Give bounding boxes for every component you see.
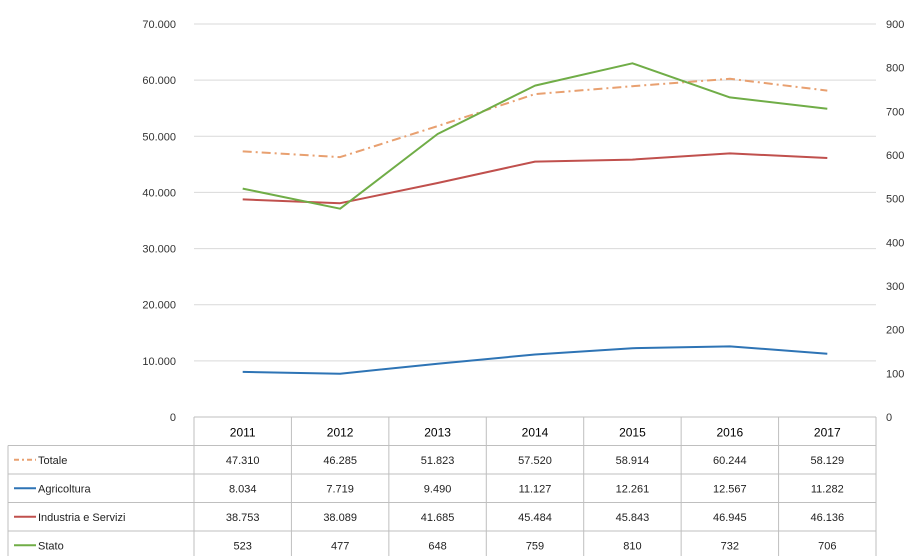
table-cell: 706: [818, 540, 836, 552]
x-tick-label: 2014: [522, 425, 549, 439]
legend-entry: Agricoltura: [38, 483, 91, 495]
y-left-tick-label: 0: [170, 412, 176, 424]
axes: 0 10.000 20.000 30.000 40.000 50.000 60.000 70.…: [142, 19, 904, 439]
table-cell: 46.945: [713, 512, 747, 524]
table-cell: 46.136: [810, 512, 844, 524]
y-left-tick-label: 60.000: [142, 75, 176, 87]
table-cell: 38.753: [226, 512, 260, 524]
legend-entry: Industria e Servizi: [38, 512, 125, 524]
table-cell: 57.520: [518, 455, 552, 467]
series-line-agricoltura: [242, 345, 828, 375]
x-tick-label: 2015: [619, 425, 646, 439]
table-cell: 759: [526, 540, 544, 552]
y-right-tick-label: 300: [886, 281, 904, 293]
series-line-industria-e-servizi: [242, 152, 828, 205]
y-right-tick-label: 600: [886, 150, 904, 162]
y-left-tick-label: 10.000: [142, 356, 176, 368]
table-cell: 9.490: [424, 483, 452, 495]
table-cell: 648: [428, 540, 446, 552]
table-cell: 11.127: [519, 483, 552, 495]
gridlines: [194, 23, 876, 418]
x-tick-label: 2013: [424, 425, 451, 439]
table-cell: 7.719: [326, 483, 354, 495]
x-tick-label: 2011: [230, 425, 256, 439]
table-cell: 8.034: [229, 483, 257, 495]
data-table: Totale 47.310 46.285 51.823 57.520 58.914 60.2…: [7, 416, 877, 556]
series-line-stato: [242, 62, 828, 210]
y-left-tick-label: 30.000: [142, 244, 176, 256]
table-cell: 47.310: [226, 455, 260, 467]
table-cell: 58.914: [616, 455, 650, 467]
series-line-totale: [242, 77, 828, 159]
y-right-tick-label: 700: [886, 106, 904, 118]
table-cell: 45.843: [616, 512, 650, 524]
table-cell: 477: [331, 540, 349, 552]
y-right-tick-label: 900: [886, 19, 904, 31]
table-cell: 51.823: [421, 455, 455, 467]
table-cell: 60.244: [713, 455, 747, 467]
y-left-tick-label: 70.000: [142, 19, 176, 31]
y-right-tick-label: 200: [886, 325, 904, 337]
table-cell: 58.129: [810, 455, 844, 467]
y-right-tick-label: 100: [886, 368, 904, 380]
table-cell: 12.567: [713, 483, 747, 495]
table-cell: 732: [721, 540, 739, 552]
y-left-tick-label: 50.000: [142, 131, 176, 143]
table-cell: 38.089: [323, 512, 357, 524]
x-tick-label: 2016: [717, 425, 744, 439]
table-cell: 41.685: [421, 512, 455, 524]
x-tick-label: 2012: [327, 425, 354, 439]
table-cell: 12.261: [616, 483, 650, 495]
table-cell: 810: [623, 540, 641, 552]
y-right-tick-label: 800: [886, 63, 904, 75]
y-right-tick-label: 0: [886, 412, 892, 424]
legend-entry: Stato: [38, 540, 64, 552]
legend-entry: Totale: [38, 455, 67, 467]
table-cell: 523: [234, 540, 252, 552]
y-right-tick-label: 400: [886, 237, 904, 249]
table-cell: 11.282: [811, 483, 844, 495]
x-tick-label: 2017: [814, 425, 841, 439]
y-left-tick-label: 40.000: [142, 187, 176, 199]
table-cell: 46.285: [323, 455, 357, 467]
series-lines: [242, 62, 828, 375]
y-right-tick-label: 500: [886, 194, 904, 206]
table-cell: 45.484: [518, 512, 552, 524]
y-left-tick-label: 20.000: [142, 300, 176, 312]
